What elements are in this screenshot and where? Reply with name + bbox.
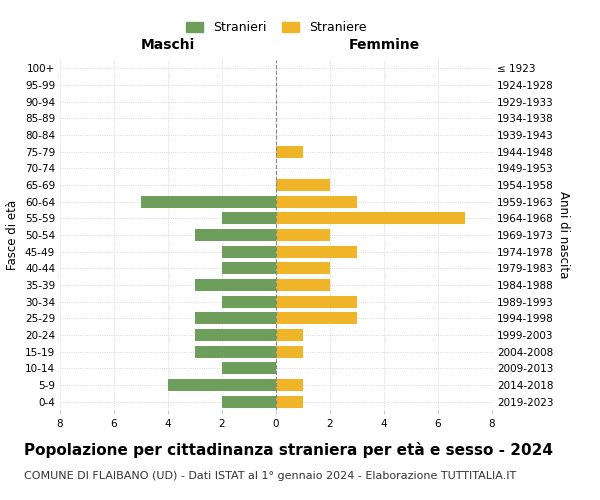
Text: Femmine: Femmine <box>349 38 419 52</box>
Bar <box>276 212 465 224</box>
Bar <box>276 279 330 291</box>
Bar <box>276 246 357 258</box>
Bar <box>276 179 330 191</box>
Text: Maschi: Maschi <box>141 38 195 52</box>
Bar <box>276 196 357 207</box>
Bar <box>141 196 276 207</box>
Y-axis label: Anni di nascita: Anni di nascita <box>557 192 570 278</box>
Bar <box>195 346 276 358</box>
Bar <box>276 379 303 391</box>
Bar <box>195 229 276 241</box>
Bar <box>222 296 276 308</box>
Text: COMUNE DI FLAIBANO (UD) - Dati ISTAT al 1° gennaio 2024 - Elaborazione TUTTITALI: COMUNE DI FLAIBANO (UD) - Dati ISTAT al … <box>24 471 516 481</box>
Bar <box>276 146 303 158</box>
Bar <box>168 379 276 391</box>
Bar <box>195 329 276 341</box>
Bar <box>222 362 276 374</box>
Bar <box>276 262 330 274</box>
Bar <box>276 396 303 407</box>
Bar <box>276 312 357 324</box>
Bar <box>195 279 276 291</box>
Bar <box>276 346 303 358</box>
Bar <box>276 229 330 241</box>
Bar <box>222 396 276 407</box>
Text: Popolazione per cittadinanza straniera per età e sesso - 2024: Popolazione per cittadinanza straniera p… <box>24 442 553 458</box>
Bar <box>222 246 276 258</box>
Bar <box>276 329 303 341</box>
Bar <box>222 212 276 224</box>
Bar <box>195 312 276 324</box>
Legend: Stranieri, Straniere: Stranieri, Straniere <box>182 18 370 38</box>
Bar <box>222 262 276 274</box>
Bar <box>276 296 357 308</box>
Y-axis label: Fasce di età: Fasce di età <box>7 200 19 270</box>
